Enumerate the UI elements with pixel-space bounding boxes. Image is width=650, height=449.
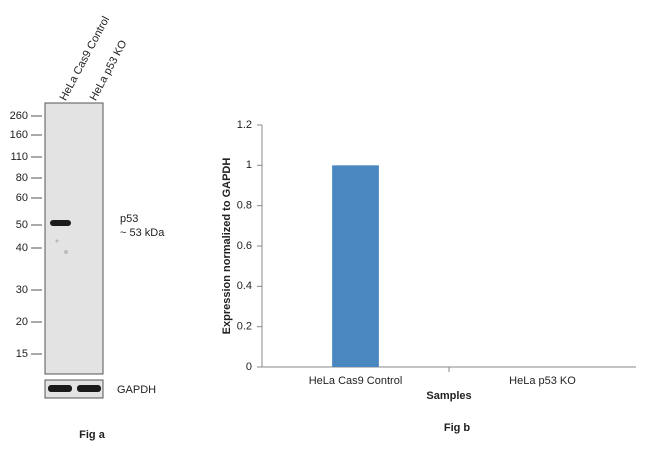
gapdh-strip — [44, 379, 104, 399]
blot-spot — [64, 250, 68, 254]
marker-label: 110 — [10, 151, 28, 163]
marker-label: 15 — [16, 348, 28, 360]
y-tick-label: 0.6 — [237, 240, 252, 252]
loading-control-label: GAPDH — [117, 384, 156, 396]
blot-band — [50, 220, 71, 226]
marker-label: 30 — [16, 284, 28, 296]
bar — [332, 165, 379, 367]
y-axis-label: Expression normalized to GAPDH — [221, 158, 233, 335]
caption: Fig a — [79, 429, 106, 441]
marker-label: 40 — [16, 242, 28, 254]
marker-label: 20 — [16, 316, 28, 328]
marker-label: 50 — [16, 219, 28, 231]
marker-label: 260 — [10, 110, 28, 122]
y-tick-label: 0.4 — [237, 280, 252, 292]
marker-label: 80 — [16, 172, 28, 184]
band-size: ~ 53 kDa — [120, 227, 165, 239]
x-tick-label: HeLa p53 KO — [509, 375, 576, 387]
x-tick-label: HeLa Cas9 Control — [309, 375, 403, 387]
marker-label: 160 — [10, 129, 28, 141]
blot-membrane — [44, 102, 104, 375]
y-tick-label: 0.8 — [237, 200, 252, 212]
chart-title: Fig b — [444, 422, 471, 434]
gapdh-band — [77, 385, 101, 392]
marker-label: 60 — [16, 192, 28, 204]
blot-spot — [55, 239, 59, 243]
x-axis-label: Samples — [426, 390, 471, 402]
y-tick-label: 0.2 — [237, 321, 252, 333]
y-tick-label: 1.2 — [237, 119, 252, 131]
gapdh-band — [48, 385, 72, 392]
y-tick-label: 1 — [246, 159, 252, 171]
y-tick-label: 0 — [246, 361, 252, 373]
band-label: p53 — [120, 213, 138, 225]
